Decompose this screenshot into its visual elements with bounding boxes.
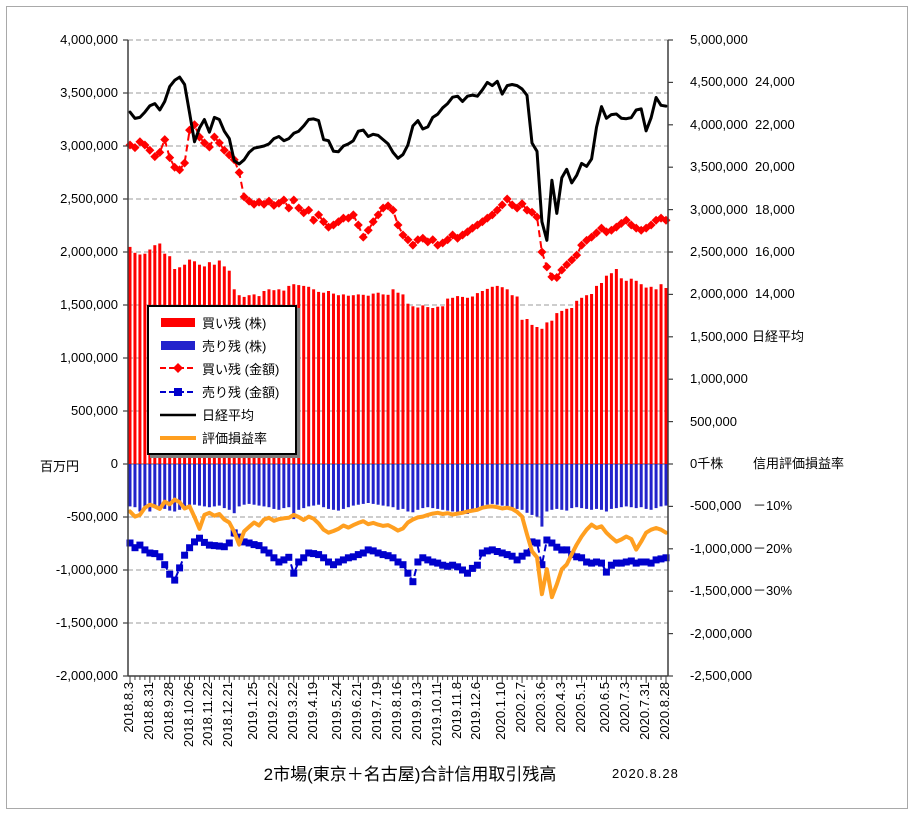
chart-title: 2市場(東京＋名古屋)合計信用取引残高: [263, 765, 557, 784]
nikkei-scale-label: 14,000: [755, 286, 795, 302]
right-axis-label: -2,000,000: [690, 625, 753, 641]
pct-scale-label: －30%: [753, 583, 793, 599]
x-axis-label: 2019.12.6: [468, 682, 484, 740]
left-axis-label: 2,000,000: [60, 244, 118, 259]
x-axis-label: 2018.12.21: [220, 682, 236, 748]
legend-item-3: 売り残 (金額): [159, 381, 293, 403]
right-axis-label: -1,000,000: [690, 540, 753, 556]
right-axis-label: 500,000: [690, 413, 737, 429]
nikkei-scale-title: 日経平均: [752, 328, 805, 344]
left-axis-label: -2,000,000: [55, 668, 118, 683]
legend-swatch: [161, 341, 195, 351]
x-axis-label: 2020.8.28: [657, 682, 672, 740]
right-axis-label: 0千株: [690, 456, 724, 471]
right-axis-label: 3,500,000: [690, 159, 748, 175]
x-axis-label: 2019.9.13: [408, 682, 424, 740]
legend-swatch: [160, 363, 196, 374]
x-axis-label: 2019.6.21: [349, 682, 365, 740]
x-axis-label: 2019.11.8: [448, 682, 464, 739]
x-axis-label: 2020.3.6: [532, 682, 548, 733]
pct-scale-label: －10%: [753, 498, 793, 514]
legend: 買い残 (株) 売り残 (株) 買い残 (金額) 売り残 (金額) 日経平均評価損益率: [147, 305, 297, 455]
x-axis-label: 2020.6.5: [597, 682, 613, 733]
x-axis-label: 2020.5.1: [572, 682, 588, 733]
legend-item-0: 買い残 (株): [159, 311, 293, 333]
chart-border-frame: [6, 6, 908, 809]
left-axis-label: 3,000,000: [60, 138, 118, 153]
legend-swatch: [160, 435, 196, 440]
x-axis-label: 2019.8.16: [389, 682, 404, 740]
left-axis-label: 2,500,000: [60, 191, 118, 206]
nikkei-scale-label: 20,000: [755, 159, 795, 175]
right-axis-label: -2,500,000: [690, 668, 753, 683]
legend-item-4: 日経平均: [159, 404, 293, 426]
left-axis-label: -500,000: [66, 509, 118, 524]
pct-scale-title: 信用評価損益率: [753, 456, 845, 471]
legend-swatch: [160, 387, 196, 396]
legend-label: 売り残 (株): [202, 338, 267, 354]
right-axis-label: 2,500,000: [690, 244, 748, 259]
x-axis-label: 2019.10.11: [428, 682, 444, 747]
x-axis-label: 2019.1.25: [245, 682, 261, 740]
x-axis-label: 2018.11.22: [200, 682, 216, 747]
x-axis-label: 2020.7.3: [617, 682, 633, 733]
left-axis-label: 0: [110, 456, 118, 471]
left-axis-label: -1,500,000: [55, 615, 118, 630]
x-axis-label: 2020.2.7: [513, 682, 529, 733]
left-axis-unit-label: 百万円: [40, 459, 80, 474]
legend-label: 売り残 (金額): [202, 385, 280, 401]
right-axis-label: 4,000,000: [690, 116, 748, 132]
x-axis-label: 2020.1.10: [493, 682, 509, 740]
left-axis-label: -1,000,000: [55, 562, 118, 577]
nikkei-scale-label: 18,000: [755, 201, 795, 217]
left-axis-label: 3,500,000: [60, 85, 118, 100]
nikkei-scale-label: 24,000: [755, 74, 795, 90]
legend-label: 買い残 (金額): [202, 361, 280, 377]
right-axis-label: -500,000: [690, 498, 742, 514]
legend-swatch: [160, 413, 196, 416]
legend-item-2: 買い残 (金額): [159, 357, 293, 379]
x-axis-label: 2018.8.3: [121, 682, 136, 733]
legend-label: 買い残 (株): [202, 315, 267, 331]
right-axis-label: 1,500,000: [690, 328, 748, 344]
x-axis-label: 2018.10.26: [180, 682, 196, 748]
x-axis-label: 2020.4.3: [552, 682, 568, 733]
nikkei-scale-label: 16,000: [755, 244, 795, 259]
x-axis-label: 2019.4.19: [304, 682, 320, 740]
nikkei-scale-label: 22,000: [755, 116, 795, 132]
pct-scale-label: －20%: [753, 540, 793, 556]
right-axis-label: 4,500,000: [690, 74, 748, 90]
x-axis-label: 2020.7.31: [637, 682, 653, 740]
left-axis-label: 500,000: [71, 403, 118, 418]
as-of-date: 2020.8.28: [612, 766, 679, 781]
x-axis-label: 2018.8.31: [140, 682, 156, 740]
legend-item-1: 売り残 (株): [159, 334, 293, 356]
x-axis-label: 2019.2.22: [264, 682, 280, 740]
left-axis-label: 1,500,000: [60, 297, 118, 312]
x-axis-label: 2019.3.22: [284, 682, 300, 740]
legend-label: 日経平均: [202, 408, 255, 424]
legend-item-5: 評価損益率: [159, 427, 293, 449]
x-axis-label: 2019.7.19: [369, 682, 385, 740]
legend-label: 評価損益率: [202, 431, 268, 447]
right-axis-label: 1,000,000: [690, 371, 748, 387]
left-axis-label: 1,000,000: [60, 350, 118, 365]
right-axis-label: -1,500,000: [690, 583, 753, 599]
right-axis-label: 2,000,000: [690, 286, 748, 302]
legend-swatch: [161, 318, 195, 328]
left-axis-label: 4,000,000: [60, 32, 118, 47]
x-axis-label: 2019.5.24: [329, 682, 345, 740]
right-axis-label: 5,000,000: [690, 32, 748, 47]
x-axis-label: 2018.9.28: [160, 682, 176, 740]
right-axis-label: 3,000,000: [690, 201, 748, 217]
